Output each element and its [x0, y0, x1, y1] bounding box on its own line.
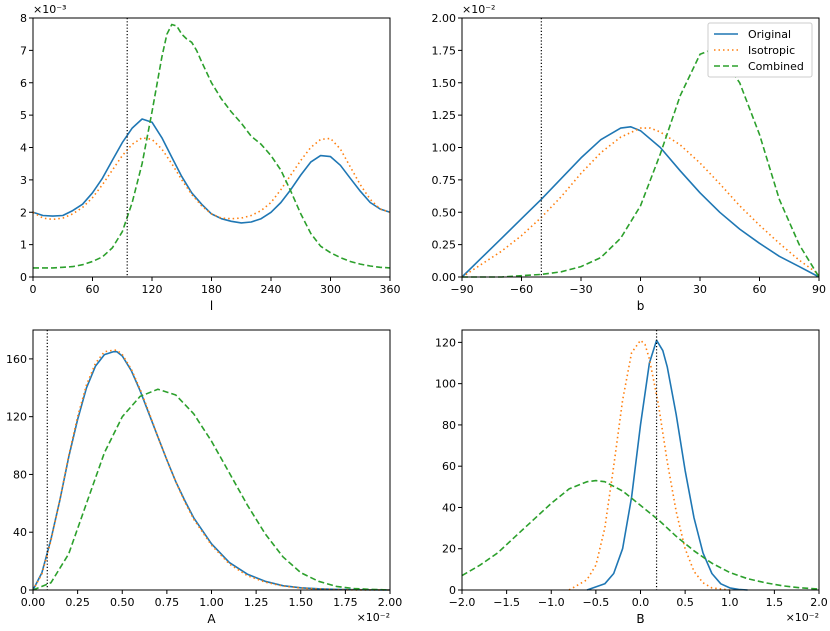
axes-frame — [32, 17, 391, 278]
panel-B-distribution: −2.0 −1.5 −1.0 −0.5 0.0 0.5 1.0 1.5 2.0 0 20 40 60 80… — [435, 329, 828, 626]
legend-box — [707, 22, 813, 78]
x-tick-label: 0.00 — [21, 596, 46, 609]
series-line-combined — [33, 23, 391, 269]
y-tick-label: 8 — [20, 12, 27, 25]
axes-frame — [32, 329, 391, 591]
x-multiplier-label: ×10⁻² — [786, 611, 819, 624]
x-tick-label: 0.5 — [676, 596, 694, 609]
x-multiplier-label: ×10⁻² — [357, 611, 390, 624]
y-tick-label: 120 — [6, 411, 27, 424]
y-tick-label: 0.00 — [432, 271, 457, 284]
y-tick-label: 1 — [20, 239, 27, 252]
series-line-original — [461, 126, 820, 278]
y-tick-label: 7 — [20, 44, 27, 57]
x-tick-label: 360 — [380, 283, 401, 296]
y-tick-label: 20 — [442, 543, 456, 556]
x-axis-label: B — [636, 612, 644, 626]
axes-frame — [461, 329, 820, 591]
panel-l-distribution: 0 60 120 180 240 300 360 0 1 2 3 4 5 6 7 8 l ×10⁻³ — [20, 3, 401, 313]
x-tick-label: 300 — [320, 283, 341, 296]
x-axis-label: b — [637, 299, 645, 313]
series-line-isotropic — [32, 349, 391, 591]
y-tick-label: 120 — [435, 336, 456, 349]
x-tick-label: 0 — [30, 283, 37, 296]
x-tick-label: −1.5 — [493, 596, 520, 609]
x-tick-label: 180 — [201, 283, 222, 296]
series-line-original — [32, 118, 391, 224]
x-axis-label: A — [207, 612, 216, 626]
y-tick-label: 60 — [442, 460, 456, 473]
x-tick-label: 0.25 — [65, 596, 90, 609]
series-line-combined — [461, 479, 820, 590]
series-line-isotropic — [32, 137, 391, 221]
series-line-combined — [32, 388, 391, 591]
x-tick-label: 0.0 — [632, 596, 650, 609]
x-tick-label: 1.25 — [244, 596, 269, 609]
legend-label-isotropic: Isotropic — [748, 44, 795, 57]
x-tick-label: −1.0 — [538, 596, 565, 609]
x-tick-label: 0.50 — [110, 596, 135, 609]
x-tick-label: 1.50 — [289, 596, 314, 609]
y-tick-label: 1.25 — [432, 109, 457, 122]
x-tick-label: 30 — [693, 283, 707, 296]
x-tick-label: 1.00 — [199, 596, 224, 609]
x-tick-label: 60 — [753, 283, 767, 296]
y-tick-label: 2.00 — [432, 12, 457, 25]
y-tick-label: 80 — [13, 468, 27, 481]
x-tick-label: 1.75 — [333, 596, 358, 609]
y-tick-label: 0.75 — [432, 174, 457, 187]
panel-A-distribution: 0.00 0.25 0.50 0.75 1.00 1.25 1.50 1.75 2.00 0 40 8… — [6, 329, 403, 626]
y-tick-label: 6 — [20, 77, 27, 90]
x-tick-label: −30 — [569, 283, 592, 296]
x-tick-label: 1.5 — [766, 596, 784, 609]
x-tick-label: 120 — [142, 283, 163, 296]
y-tick-label: 0.50 — [432, 206, 457, 219]
panel-b-distribution: −90 −60 −30 0 30 60 90 0.00 0.25 0.50 0.75 1.00 1.25… — [432, 3, 827, 313]
y-tick-label: 40 — [13, 526, 27, 539]
y-tick-label: 0.25 — [432, 239, 457, 252]
x-tick-label: 0 — [637, 283, 644, 296]
y-tick-label: 1.50 — [432, 77, 457, 90]
y-tick-label: 100 — [435, 378, 456, 391]
series-line-original — [586, 339, 748, 591]
x-tick-label: 0.75 — [155, 596, 180, 609]
y-tick-label: 1.75 — [432, 44, 457, 57]
x-tick-label: 2.00 — [378, 596, 403, 609]
x-tick-label: 60 — [86, 283, 100, 296]
x-tick-label: −60 — [510, 283, 533, 296]
x-tick-label: 1.0 — [721, 596, 739, 609]
y-multiplier-label: ×10⁻³ — [33, 3, 66, 16]
x-tick-label: −0.5 — [583, 596, 610, 609]
y-tick-label: 0 — [20, 271, 27, 284]
x-tick-label: −2.0 — [449, 596, 476, 609]
y-tick-label: 80 — [442, 419, 456, 432]
y-tick-label: 3 — [20, 174, 27, 187]
x-tick-label: 2.0 — [810, 596, 828, 609]
x-tick-label: −90 — [450, 283, 473, 296]
y-tick-label: 40 — [442, 501, 456, 514]
y-tick-label: 160 — [6, 353, 27, 366]
legend-label-combined: Combined — [748, 60, 804, 73]
x-tick-label: 240 — [261, 283, 282, 296]
y-tick-label: 0 — [20, 584, 27, 597]
y-tick-label: 4 — [20, 142, 27, 155]
x-axis-label: l — [210, 299, 213, 313]
x-tick-label: 90 — [812, 283, 826, 296]
y-tick-label: 1.00 — [432, 142, 457, 155]
series-line-combined — [462, 49, 820, 278]
legend: Original Isotropic Combined — [707, 22, 813, 78]
legend-label-original: Original — [748, 28, 791, 41]
series-line-original — [32, 350, 391, 591]
y-multiplier-label: ×10⁻² — [462, 3, 495, 16]
y-tick-label: 2 — [20, 206, 27, 219]
y-tick-label: 0 — [449, 584, 456, 597]
series-line-isotropic — [461, 127, 820, 278]
series-line-isotropic — [568, 339, 730, 591]
y-tick-label: 5 — [20, 109, 27, 122]
